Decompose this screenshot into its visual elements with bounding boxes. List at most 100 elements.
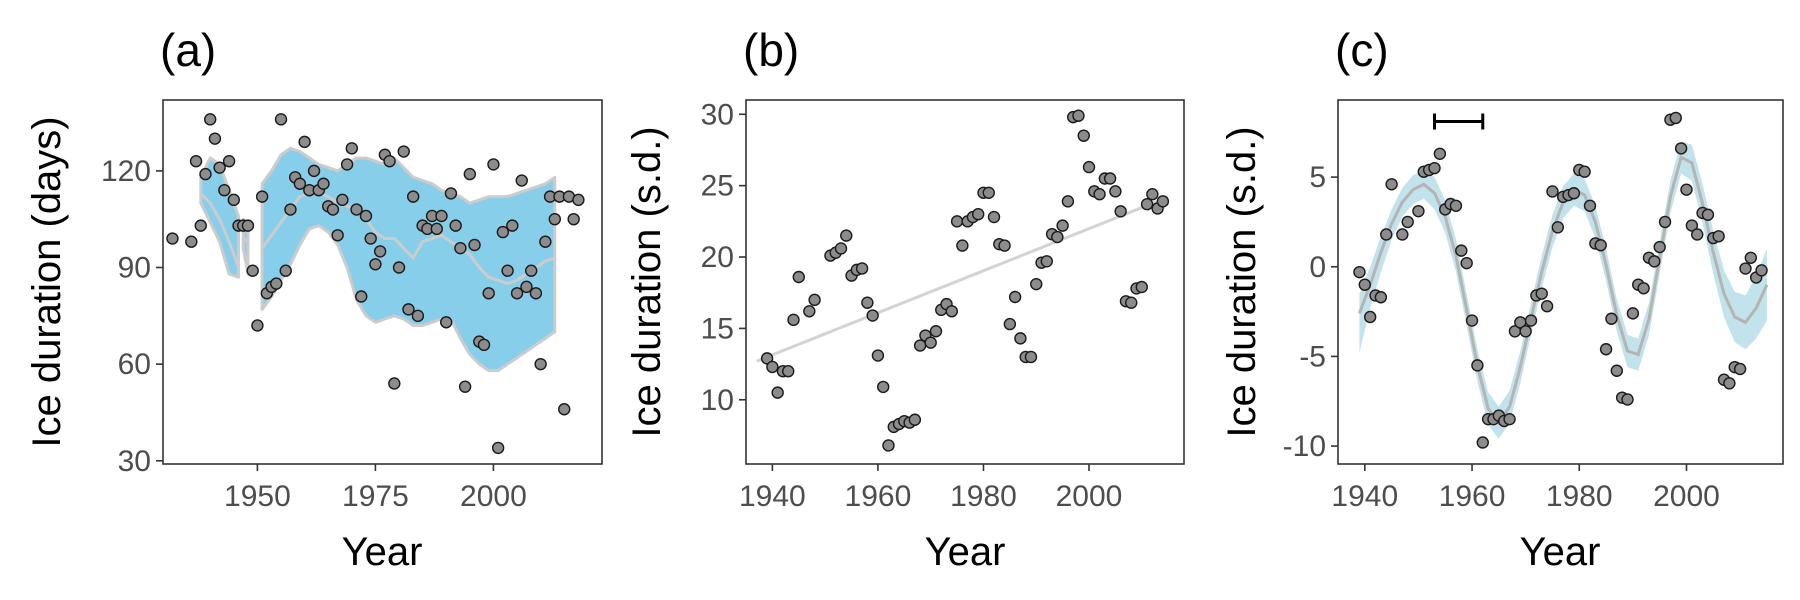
band-segment [260,146,557,373]
data-point [326,203,340,216]
data-point [534,357,547,371]
data-point [1648,255,1661,268]
panel-a-points [166,113,585,455]
data-point [1599,343,1613,356]
data-point [1156,195,1170,208]
data-point [524,264,538,277]
panel-c: (c) 1940 1960 1980 2000 -10 -5 0 5 Year Ice du… [1220,24,1784,574]
data-point [1082,160,1096,174]
x-tick-label: 2000 [460,480,527,513]
data-point [218,183,231,197]
x-tick-label: 1940 [1331,480,1398,513]
data-point [808,293,821,307]
y-tick-label: 20 [701,241,734,274]
data-point [1455,244,1468,257]
data-point [771,386,784,399]
data-point [572,193,585,207]
data-point [1691,228,1704,241]
data-point [913,339,927,352]
data-point [166,232,179,245]
data-point [369,258,382,271]
x-tick-label: 1975 [342,480,409,513]
y-tick-label: 15 [701,312,734,345]
data-point [1135,280,1148,294]
panel-c-x-axis: 1940 1960 1980 2000 [1331,464,1720,513]
data-point [482,287,495,300]
data-point [1701,208,1715,221]
data-point [529,287,543,300]
y-tick-label: 10 [701,384,734,417]
data-point [871,349,885,362]
data-point [246,264,259,277]
x-tick-label: 1940 [739,480,806,513]
panel-b-x-title: Year [925,530,1006,574]
data-point [1503,412,1516,426]
data-point [350,203,363,216]
data-point [454,241,467,255]
data-point [766,360,779,374]
data-point [336,193,349,207]
data-point [956,239,969,252]
data-point [1412,204,1425,218]
data-point [298,135,311,149]
data-point [866,309,879,322]
data-point [803,305,816,318]
data-point [397,145,410,158]
data-point [440,316,453,329]
data-point [792,270,805,284]
data-point [1051,230,1064,244]
data-point [1578,165,1591,178]
data-point [506,219,519,232]
panel-c-interval-bar [1433,113,1485,130]
data-point [1374,291,1388,304]
data-point [1476,436,1489,449]
y-tick-label: 120 [101,155,151,188]
data-point [1465,314,1479,327]
data-point [945,305,959,318]
data-point [1093,188,1106,201]
data-point [284,203,297,216]
data-point [307,164,321,178]
data-point [204,113,217,126]
data-point [1433,147,1447,160]
data-point [1744,251,1758,264]
data-point [222,155,236,168]
data-point [293,177,307,190]
smooth-line [242,237,249,243]
data-point [1014,332,1027,345]
data-point [444,187,458,200]
data-point [840,229,853,242]
panel-b-frame [745,99,1185,465]
panel-b-y-axis: 10 15 20 25 30 [701,98,746,417]
data-point [877,380,890,394]
data-point [971,207,985,221]
data-point [1546,185,1559,198]
data-point [1674,142,1688,155]
panel-b-letter: (b) [743,24,799,76]
data-point [1583,199,1597,212]
data-point [1567,187,1581,200]
data-point [331,229,344,242]
data-point [251,319,264,332]
data-point [317,177,330,190]
data-point [1146,188,1159,201]
data-point [1605,312,1618,325]
data-point [1003,317,1017,331]
data-point [1626,307,1640,320]
data-point [1739,262,1752,275]
data-point [1024,350,1038,364]
y-tick-label: 30 [118,445,151,478]
panel-b-points [760,109,1170,452]
data-point [1040,255,1053,268]
data-point [1103,172,1117,185]
data-point [359,209,373,223]
panel-c-letter: (c) [1335,24,1389,76]
data-point [1125,296,1138,309]
data-point [185,235,198,248]
y-tick-label: -5 [1299,340,1326,373]
data-point [189,155,203,168]
panel-c-y-title: Ice duration (s.d.) [1220,126,1264,437]
panel-b: (b) 1940 1960 1980 2000 10 15 20 25 30 Year Ice… [625,24,1185,574]
data-point [950,215,964,228]
data-point [383,155,396,168]
